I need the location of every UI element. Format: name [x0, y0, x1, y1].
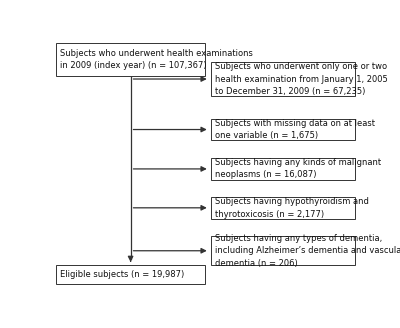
- FancyBboxPatch shape: [56, 43, 205, 76]
- FancyBboxPatch shape: [211, 197, 355, 219]
- FancyBboxPatch shape: [211, 119, 355, 140]
- FancyBboxPatch shape: [211, 236, 355, 265]
- Text: Subjects having hypothyroidism and
thyrotoxicosis (n = 2,177): Subjects having hypothyroidism and thyro…: [215, 197, 369, 218]
- Text: Subjects who underwent only one or two
health examination from January 1, 2005
t: Subjects who underwent only one or two h…: [215, 63, 388, 96]
- FancyBboxPatch shape: [56, 265, 205, 284]
- Text: Subjects having any kinds of malignant
neoplasms (n = 16,087): Subjects having any kinds of malignant n…: [215, 158, 381, 179]
- Text: Eligible subjects (n = 19,987): Eligible subjects (n = 19,987): [60, 270, 184, 279]
- Text: Subjects who underwent health examinations
in 2009 (index year) (n = 107,367): Subjects who underwent health examinatio…: [60, 49, 253, 70]
- Text: Subjects with missing data on at least
one variable (n = 1,675): Subjects with missing data on at least o…: [215, 119, 375, 140]
- FancyBboxPatch shape: [211, 62, 355, 96]
- Text: Subjects having any types of dementia,
including Alzheimer’s dementia and vascul: Subjects having any types of dementia, i…: [215, 234, 400, 268]
- FancyBboxPatch shape: [211, 158, 355, 179]
